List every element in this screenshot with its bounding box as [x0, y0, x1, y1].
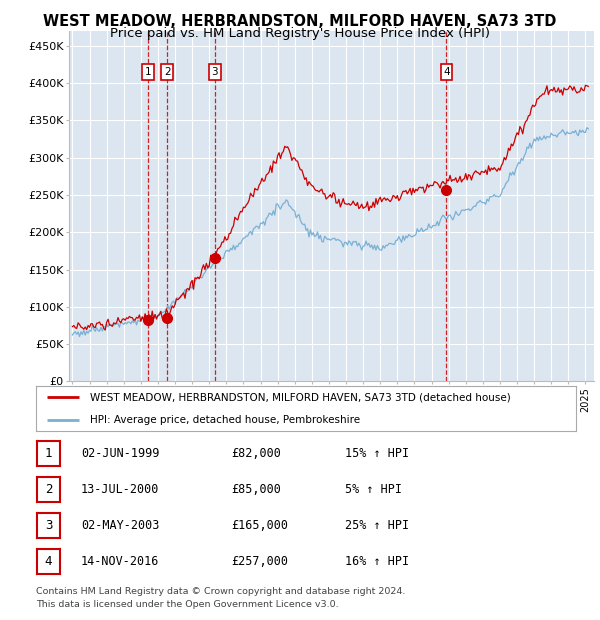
Text: 2: 2 [164, 67, 170, 77]
Text: 02-MAY-2003: 02-MAY-2003 [81, 520, 160, 532]
Text: WEST MEADOW, HERBRANDSTON, MILFORD HAVEN, SA73 3TD: WEST MEADOW, HERBRANDSTON, MILFORD HAVEN… [43, 14, 557, 29]
Text: 14-NOV-2016: 14-NOV-2016 [81, 556, 160, 568]
Text: £165,000: £165,000 [231, 520, 288, 532]
Text: WEST MEADOW, HERBRANDSTON, MILFORD HAVEN, SA73 3TD (detached house): WEST MEADOW, HERBRANDSTON, MILFORD HAVEN… [90, 392, 511, 402]
Text: 4: 4 [443, 67, 450, 77]
Text: £82,000: £82,000 [231, 448, 281, 460]
Text: 3: 3 [212, 67, 218, 77]
Text: Contains HM Land Registry data © Crown copyright and database right 2024.: Contains HM Land Registry data © Crown c… [36, 587, 406, 596]
Text: 13-JUL-2000: 13-JUL-2000 [81, 484, 160, 496]
Text: 5% ↑ HPI: 5% ↑ HPI [345, 484, 402, 496]
Text: 15% ↑ HPI: 15% ↑ HPI [345, 448, 409, 460]
Text: 02-JUN-1999: 02-JUN-1999 [81, 448, 160, 460]
Text: £257,000: £257,000 [231, 556, 288, 568]
Text: 16% ↑ HPI: 16% ↑ HPI [345, 556, 409, 568]
Text: HPI: Average price, detached house, Pembrokeshire: HPI: Average price, detached house, Pemb… [90, 415, 360, 425]
Text: 1: 1 [45, 448, 52, 460]
Text: 3: 3 [45, 520, 52, 532]
Text: 4: 4 [45, 556, 52, 568]
Text: Price paid vs. HM Land Registry's House Price Index (HPI): Price paid vs. HM Land Registry's House … [110, 27, 490, 40]
Text: 1: 1 [145, 67, 151, 77]
Text: This data is licensed under the Open Government Licence v3.0.: This data is licensed under the Open Gov… [36, 600, 338, 609]
Text: £85,000: £85,000 [231, 484, 281, 496]
Text: 25% ↑ HPI: 25% ↑ HPI [345, 520, 409, 532]
Text: 2: 2 [45, 484, 52, 496]
